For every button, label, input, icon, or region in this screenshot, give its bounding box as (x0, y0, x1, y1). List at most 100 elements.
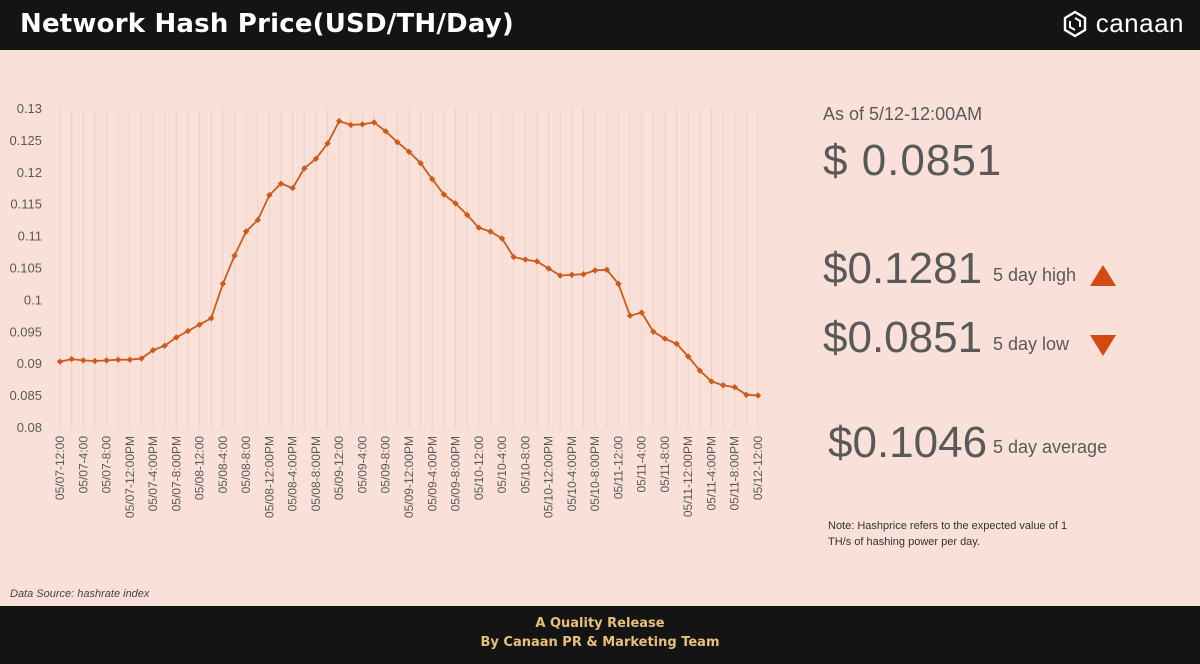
data-point (533, 258, 541, 265)
data-point (219, 280, 227, 288)
y-tick-label: 0.105 (9, 261, 42, 276)
x-tick-label: 05/08-8:00PM (309, 436, 323, 511)
data-point (394, 138, 401, 146)
data-point (708, 378, 715, 385)
data-point (80, 357, 87, 364)
data-point (731, 383, 738, 391)
x-tick-label: 05/10-8:00 (518, 436, 532, 494)
data-point (324, 140, 331, 147)
page-title: Network Hash Price(USD/TH/Day) (20, 9, 514, 39)
x-tick-label: 05/10-8:00PM (588, 436, 602, 511)
data-point (685, 353, 692, 360)
data-source: Data Source: hashrate index (10, 588, 150, 600)
data-point (208, 315, 215, 322)
data-point (498, 235, 506, 242)
x-tick-label: 05/10-4:00PM (565, 436, 579, 511)
footer-bar: A Quality Release By Canaan PR & Marketi… (0, 606, 1200, 664)
y-tick-label: 0.125 (9, 133, 42, 148)
x-tick-label: 05/09-8:00 (379, 436, 393, 494)
data-point (254, 216, 261, 224)
x-tick-label: 05/09-12:00 (332, 436, 346, 500)
brand-logo: canaan (1062, 8, 1184, 39)
triangle-up-icon (1090, 265, 1116, 286)
x-tick-label: 05/08-4:00PM (286, 436, 300, 511)
data-point (289, 184, 296, 192)
data-point (487, 228, 494, 235)
x-tick-label: 05/07-12:00 (53, 436, 67, 500)
y-tick-label: 0.1 (24, 292, 42, 307)
x-tick-label: 05/08-12:00 (193, 436, 207, 500)
data-point (754, 392, 762, 399)
hash-price-chart: 0.08 0.085 0.09 0.095 0.1 0.105 0.11 0.115 0.12 0… (9, 101, 765, 518)
x-tick-label: 05/07-12:00PM (123, 436, 137, 518)
y-tick-label: 0.085 (9, 388, 42, 403)
x-tick-label: 05/11-8:00PM (728, 436, 742, 511)
x-tick-label: 05/08-8:00 (239, 436, 253, 494)
data-point (91, 357, 99, 365)
x-tick-label: 05/09-4:00PM (425, 436, 439, 511)
y-tick-label: 0.095 (9, 324, 42, 339)
x-tick-label: 05/10-12:00 (472, 436, 486, 500)
data-point (382, 128, 389, 135)
y-tick-label: 0.11 (18, 229, 42, 244)
x-tick-label: 05/09-8:00PM (449, 436, 463, 511)
x-tick-label: 05/09-12:00PM (402, 436, 416, 518)
data-point (638, 309, 645, 316)
brand-name: canaan (1095, 8, 1184, 38)
data-point (440, 191, 448, 198)
x-tick-label: 05/12-12:00 (751, 436, 765, 500)
x-tick-label: 05/10-12:00PM (542, 436, 556, 518)
data-point (196, 321, 203, 328)
x-tick-label: 05/07-4:00 (76, 436, 90, 494)
data-point (336, 117, 343, 125)
x-tick-label: 05/11-4:00PM (704, 436, 718, 511)
data-point (417, 160, 424, 167)
data-point (743, 391, 750, 399)
data-point (545, 265, 552, 272)
y-tick-label: 0.09 (17, 356, 42, 371)
x-tick-label: 05/11-12:00 (611, 436, 625, 499)
footer-line-2: By Canaan PR & Marketing Team (480, 635, 720, 650)
data-point (673, 340, 680, 347)
data-point (522, 256, 529, 263)
data-point (138, 355, 145, 362)
low-value: $0.0851 (823, 313, 983, 362)
current-price: $ 0.0851 (823, 136, 1003, 185)
y-tick-label: 0.13 (17, 101, 42, 116)
data-point (56, 358, 64, 365)
y-tick-label: 0.115 (10, 197, 42, 212)
data-point (580, 271, 587, 278)
data-point (173, 334, 180, 341)
high-value: $0.1281 (823, 244, 983, 293)
x-tick-label: 05/08-4:00 (216, 436, 230, 494)
triangle-down-icon (1090, 335, 1116, 356)
data-point (463, 211, 471, 219)
data-point (568, 271, 576, 279)
as-of-label: As of 5/12-12:00AM (823, 104, 983, 124)
data-point (615, 280, 622, 288)
x-tick-label: 05/07-8:00PM (169, 436, 183, 511)
data-point (301, 165, 308, 172)
data-point (557, 272, 564, 279)
data-point (603, 266, 610, 273)
data-point (719, 382, 727, 389)
data-point (661, 335, 669, 342)
header-bar: Network Hash Price(USD/TH/Day) canaan (0, 0, 1200, 50)
data-point (277, 180, 285, 187)
data-point (405, 148, 413, 155)
x-tick-label: 05/07-4:00PM (146, 436, 160, 511)
data-point (68, 355, 75, 363)
data-point (149, 346, 157, 354)
average-value: $0.1046 (828, 418, 988, 467)
data-point (103, 357, 110, 364)
average-label: 5 day average (993, 437, 1108, 457)
data-point (161, 342, 168, 349)
data-point (370, 119, 378, 126)
data-point (696, 367, 704, 374)
data-point (312, 155, 320, 162)
data-point (266, 191, 273, 199)
hashprice-note: Note: Hashprice refers to the expected v… (828, 520, 1068, 548)
x-tick-label: 05/08-12:00PM (262, 436, 276, 518)
data-point (114, 356, 122, 363)
